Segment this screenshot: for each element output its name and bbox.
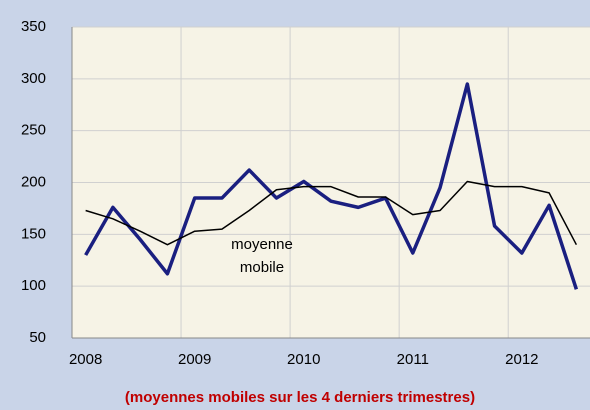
y-tick-label: 50 <box>29 329 46 346</box>
x-tick-label: 2009 <box>178 351 211 368</box>
y-tick-label: 100 <box>21 277 46 294</box>
line-series <box>84 82 579 290</box>
y-tick-label: 350 <box>21 18 46 35</box>
annotation: moyenne <box>231 236 293 253</box>
y-tick-label: 150 <box>21 225 46 242</box>
y-tick-label: 200 <box>21 173 46 190</box>
footnote: (moyennes mobiles sur les 4 derniers tri… <box>125 389 475 406</box>
y-tick-label: 250 <box>21 122 46 139</box>
x-tick-label: 2011 <box>397 351 429 368</box>
y-tick-label: 300 <box>21 70 46 87</box>
x-tick-label: 2008 <box>69 351 102 368</box>
line-series <box>85 180 578 246</box>
x-tick-label: 2010 <box>287 351 320 368</box>
annotation: mobile <box>240 259 284 276</box>
x-tick-label: 2012 <box>505 351 538 368</box>
